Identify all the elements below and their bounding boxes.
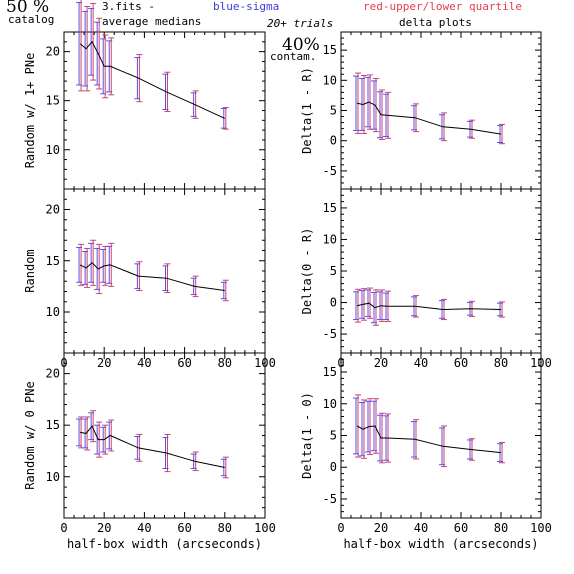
median-series-line: [356, 425, 502, 454]
y-axis-label: Random w/ 1+ PNe: [23, 53, 37, 169]
y-axis-label: Random w/ 0 PNe: [23, 381, 37, 489]
percent-label: 50 %: [6, 0, 49, 17]
x-tick-label: 60: [454, 521, 468, 535]
legend-sigma-label: blue-sigma: [213, 0, 279, 13]
file-label: 3.fits -: [102, 0, 155, 13]
y-tick-label: 5: [330, 264, 337, 278]
x-tick-label: 80: [494, 356, 508, 370]
y-tick-label: 10: [46, 305, 60, 319]
x-tick-label: 60: [177, 521, 191, 535]
median-series-line: [80, 425, 225, 468]
y-tick-label: 15: [46, 418, 60, 432]
y-tick-label: 0: [330, 460, 337, 474]
y-tick-label: -5: [323, 327, 337, 341]
y-tick-label: 15: [323, 201, 337, 215]
x-tick-label: 40: [414, 356, 428, 370]
y-axis-label: Random: [23, 249, 37, 292]
median-series-line: [79, 262, 225, 291]
chart-panels: 10 15 20 Random w/ 1+ PNe -5 0 5 10 15 Delta(1 - …: [23, 0, 552, 551]
average-medians-label: average medians: [102, 15, 201, 28]
x-tick-label: 0: [337, 521, 344, 535]
catalog-label: catalog: [8, 13, 54, 26]
y-tick-label: -5: [323, 164, 337, 178]
median-series-line: [356, 101, 502, 135]
y-tick-label: 10: [46, 470, 60, 484]
plot-frame: [340, 188, 542, 354]
panel-p6: 0 20 40 60 80 100 -5 0 5 10 15 Delta(1 - 0) half-box…: [300, 352, 552, 551]
y-tick-label: 0: [330, 134, 337, 148]
y-tick-label: 0: [330, 296, 337, 310]
x-axis-label: half-box width (arcseconds): [67, 537, 262, 551]
plot-frame: [340, 31, 542, 190]
delta-plots-label: delta plots: [399, 16, 472, 29]
y-axis-label: Delta(0 - R): [300, 228, 314, 315]
panel-p2: -5 0 5 10 15 Delta(1 - R): [300, 31, 542, 190]
x-tick-label: 80: [218, 521, 232, 535]
y-tick-label: 10: [323, 397, 337, 411]
y-axis-label: Delta(1 - R): [300, 67, 314, 154]
y-tick-label: 10: [323, 73, 337, 87]
contam-label: contam.: [270, 50, 316, 63]
y-tick-label: 10: [323, 232, 337, 246]
y-tick-label: 15: [323, 365, 337, 379]
contam-percent-label: 40%: [282, 35, 320, 55]
y-tick-label: 20: [46, 367, 60, 381]
median-series-line: [356, 302, 502, 311]
y-tick-label: 15: [46, 254, 60, 268]
legend-quartile-label: red-upper/lower quartile: [363, 0, 522, 13]
x-tick-label: 40: [137, 521, 151, 535]
x-tick-label: 20: [374, 521, 388, 535]
plot-frame: [63, 188, 266, 354]
plot-frame: [63, 352, 266, 519]
x-tick-label: 40: [137, 356, 151, 370]
x-tick-label: 100: [530, 521, 552, 535]
median-series-line: [79, 40, 226, 119]
plot-frame: [340, 352, 542, 519]
y-tick-label: 20: [46, 203, 60, 217]
y-tick-label: 15: [323, 43, 337, 57]
x-tick-label: 80: [494, 521, 508, 535]
y-tick-label: 15: [46, 94, 60, 108]
y-tick-label: 10: [46, 143, 60, 157]
x-tick-label: 100: [254, 521, 276, 535]
y-tick-label: 20: [46, 45, 60, 59]
x-tick-label: 0: [60, 521, 67, 535]
x-tick-label: 20: [97, 521, 111, 535]
y-tick-label: 5: [330, 104, 337, 118]
x-tick-label: 20: [97, 356, 111, 370]
y-axis-label: Delta(1 - 0): [300, 392, 314, 479]
x-tick-label: 60: [177, 356, 191, 370]
x-tick-label: 20: [374, 356, 388, 370]
panel-p1: 10 15 20 Random w/ 1+ PNe: [23, 0, 266, 190]
y-tick-label: 5: [330, 429, 337, 443]
x-tick-label: 60: [454, 356, 468, 370]
x-tick-label: 40: [414, 521, 428, 535]
panel-p5: 0 20 40 60 80 100 10 15 20 Random w/ 0 PNe half-bo…: [23, 352, 276, 551]
x-axis-label: half-box width (arcseconds): [343, 537, 538, 551]
trials-label: 20+ trials: [267, 17, 333, 30]
x-tick-label: 80: [218, 356, 232, 370]
y-tick-label: -5: [323, 492, 337, 506]
plot-frame: [63, 31, 266, 190]
